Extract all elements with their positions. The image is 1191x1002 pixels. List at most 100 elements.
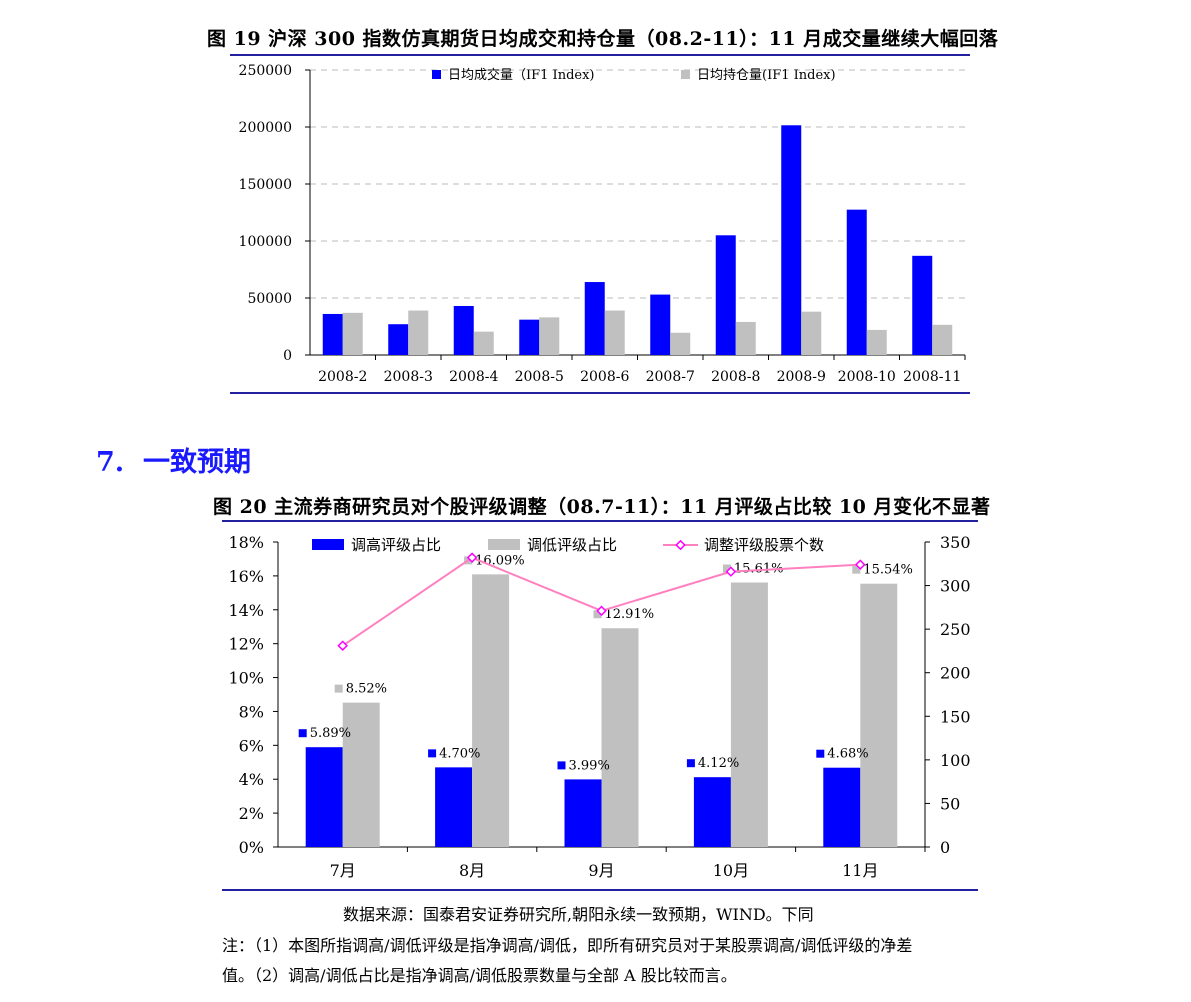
data-label-marker-upgrade xyxy=(428,749,437,758)
bar-volume xyxy=(322,313,343,355)
y-left-tick-label: 8% xyxy=(239,702,264,721)
footnote-line-1: 注：（1）本图所指调高/调低评级是指净调高/调低，即所有研究员对于某股票调高/调… xyxy=(222,936,913,955)
bar-downgrade-share xyxy=(730,582,768,847)
bar-open-interest xyxy=(932,324,953,355)
bar-open-interest xyxy=(735,321,756,355)
bar-volume xyxy=(584,282,605,355)
y-left-tick-label: 16% xyxy=(228,567,264,586)
x-tick-label: 8月 xyxy=(459,861,485,880)
y-right-tick-label: 150 xyxy=(940,707,971,726)
y-left-tick-label: 10% xyxy=(228,669,264,688)
figure20-top-rule xyxy=(222,520,978,522)
data-label-marker-upgrade xyxy=(686,759,695,768)
data-label-marker-downgrade xyxy=(334,684,343,693)
y-left-tick-label: 2% xyxy=(239,804,264,823)
data-label-marker-downgrade xyxy=(722,564,731,573)
y-right-tick-label: 300 xyxy=(940,577,971,596)
x-tick-label: 2008-10 xyxy=(838,369,896,385)
y-right-tick-label: 0 xyxy=(940,838,950,857)
y-tick-label: 250000 xyxy=(239,63,292,79)
bar-downgrade-share xyxy=(472,574,510,847)
data-label-downgrade: 8.52% xyxy=(346,682,387,697)
data-label-upgrade: 3.99% xyxy=(569,758,610,773)
data-label-marker-upgrade xyxy=(298,729,307,738)
x-tick-label: 11月 xyxy=(842,861,878,880)
x-tick-label: 7月 xyxy=(330,861,356,880)
data-label-downgrade: 15.61% xyxy=(734,561,784,576)
bar-upgrade-share xyxy=(693,777,731,847)
x-tick-label: 9月 xyxy=(588,861,614,880)
legend-label-rating-count: 调整评级股票个数 xyxy=(704,536,824,554)
y-tick-label: 100000 xyxy=(239,234,292,250)
y-tick-label: 50000 xyxy=(247,291,292,307)
legend-swatch-upgrade xyxy=(312,539,344,550)
y-left-tick-label: 14% xyxy=(228,601,264,620)
bar-volume xyxy=(388,324,409,355)
y-left-tick-label: 12% xyxy=(228,635,264,654)
line-marker xyxy=(596,605,607,617)
bar-open-interest xyxy=(408,310,429,355)
legend-swatch-volume xyxy=(432,70,441,79)
data-label-upgrade: 4.68% xyxy=(827,747,868,762)
bar-open-interest xyxy=(670,332,691,355)
line-marker xyxy=(466,552,478,563)
figure19-top-rule xyxy=(230,54,970,56)
y-tick-label: 150000 xyxy=(239,177,292,193)
y-left-tick-label: 4% xyxy=(239,770,264,789)
bar-open-interest xyxy=(539,317,560,355)
bar-upgrade-share xyxy=(305,747,343,847)
y-tick-label: 200000 xyxy=(239,120,292,136)
figure20-bottom-rule xyxy=(222,889,978,891)
bar-open-interest xyxy=(604,310,625,355)
y-right-tick-label: 50 xyxy=(940,794,960,813)
data-label-marker-downgrade xyxy=(593,610,602,619)
y-right-tick-label: 350 xyxy=(940,533,971,552)
bar-volume xyxy=(650,294,671,355)
x-tick-label: 2008-6 xyxy=(580,369,629,385)
bar-volume xyxy=(519,319,540,355)
line-marker xyxy=(725,566,737,577)
legend-label-downgrade: 调低评级占比 xyxy=(527,536,617,554)
data-label-downgrade: 12.91% xyxy=(605,607,655,622)
legend-swatch-open-interest xyxy=(681,70,690,79)
y-right-tick-label: 200 xyxy=(940,664,971,683)
legend-label-volume: 日均成交量（IF1 Index) xyxy=(448,67,595,83)
bar-open-interest xyxy=(801,311,822,355)
data-label-upgrade: 4.70% xyxy=(439,746,480,761)
figure19-bottom-rule xyxy=(230,392,970,394)
figure19-title: 图 19 沪深 300 指数仿真期货日均成交和持仓量（08.2-11）：11 月… xyxy=(207,28,999,50)
line-marker xyxy=(337,640,349,652)
bar-downgrade-share xyxy=(342,702,380,847)
x-tick-label: 2008-11 xyxy=(903,369,961,385)
data-label-upgrade: 4.12% xyxy=(698,756,739,771)
source-note: 数据来源：国泰君安证券研究所,朝阳永续一致预期，WIND。下同 xyxy=(343,905,814,924)
y-right-tick-label: 250 xyxy=(940,620,971,639)
data-label-downgrade: 15.54% xyxy=(863,563,913,578)
x-tick-label: 2008-3 xyxy=(384,369,433,385)
footnote-line-2: 值。（2）调高/调低占比是指净调高/调低股票数量与全部 A 股比较而言。 xyxy=(222,966,737,985)
bar-upgrade-share xyxy=(435,767,473,847)
bar-open-interest xyxy=(866,329,887,355)
data-label-upgrade: 5.89% xyxy=(310,726,351,741)
y-right-tick-label: 100 xyxy=(940,751,971,770)
x-tick-label: 10月 xyxy=(713,861,749,880)
x-tick-label: 2008-4 xyxy=(449,369,498,385)
bar-upgrade-share xyxy=(823,767,861,847)
bar-downgrade-share xyxy=(860,583,898,847)
legend-label-upgrade: 调高评级占比 xyxy=(351,536,441,554)
data-label-downgrade: 16.09% xyxy=(475,553,525,568)
bar-upgrade-share xyxy=(564,779,602,847)
legend-label-open-interest: 日均持仓量(IF1 Index) xyxy=(697,68,836,83)
bar-volume xyxy=(846,209,867,355)
bar-volume xyxy=(912,255,933,355)
x-tick-label: 2008-5 xyxy=(515,369,564,385)
data-label-marker-upgrade xyxy=(816,749,825,758)
figure20-title: 图 20 主流券商研究员对个股评级调整（08.7-11）：11 月评级占比较 1… xyxy=(213,496,991,518)
section-number: 7. xyxy=(96,447,125,478)
y-left-tick-label: 0% xyxy=(239,838,264,857)
line-marker xyxy=(854,559,866,570)
data-label-marker-downgrade xyxy=(852,565,861,574)
bar-open-interest xyxy=(342,312,363,355)
bar-volume xyxy=(453,305,474,355)
bar-volume xyxy=(715,235,736,355)
